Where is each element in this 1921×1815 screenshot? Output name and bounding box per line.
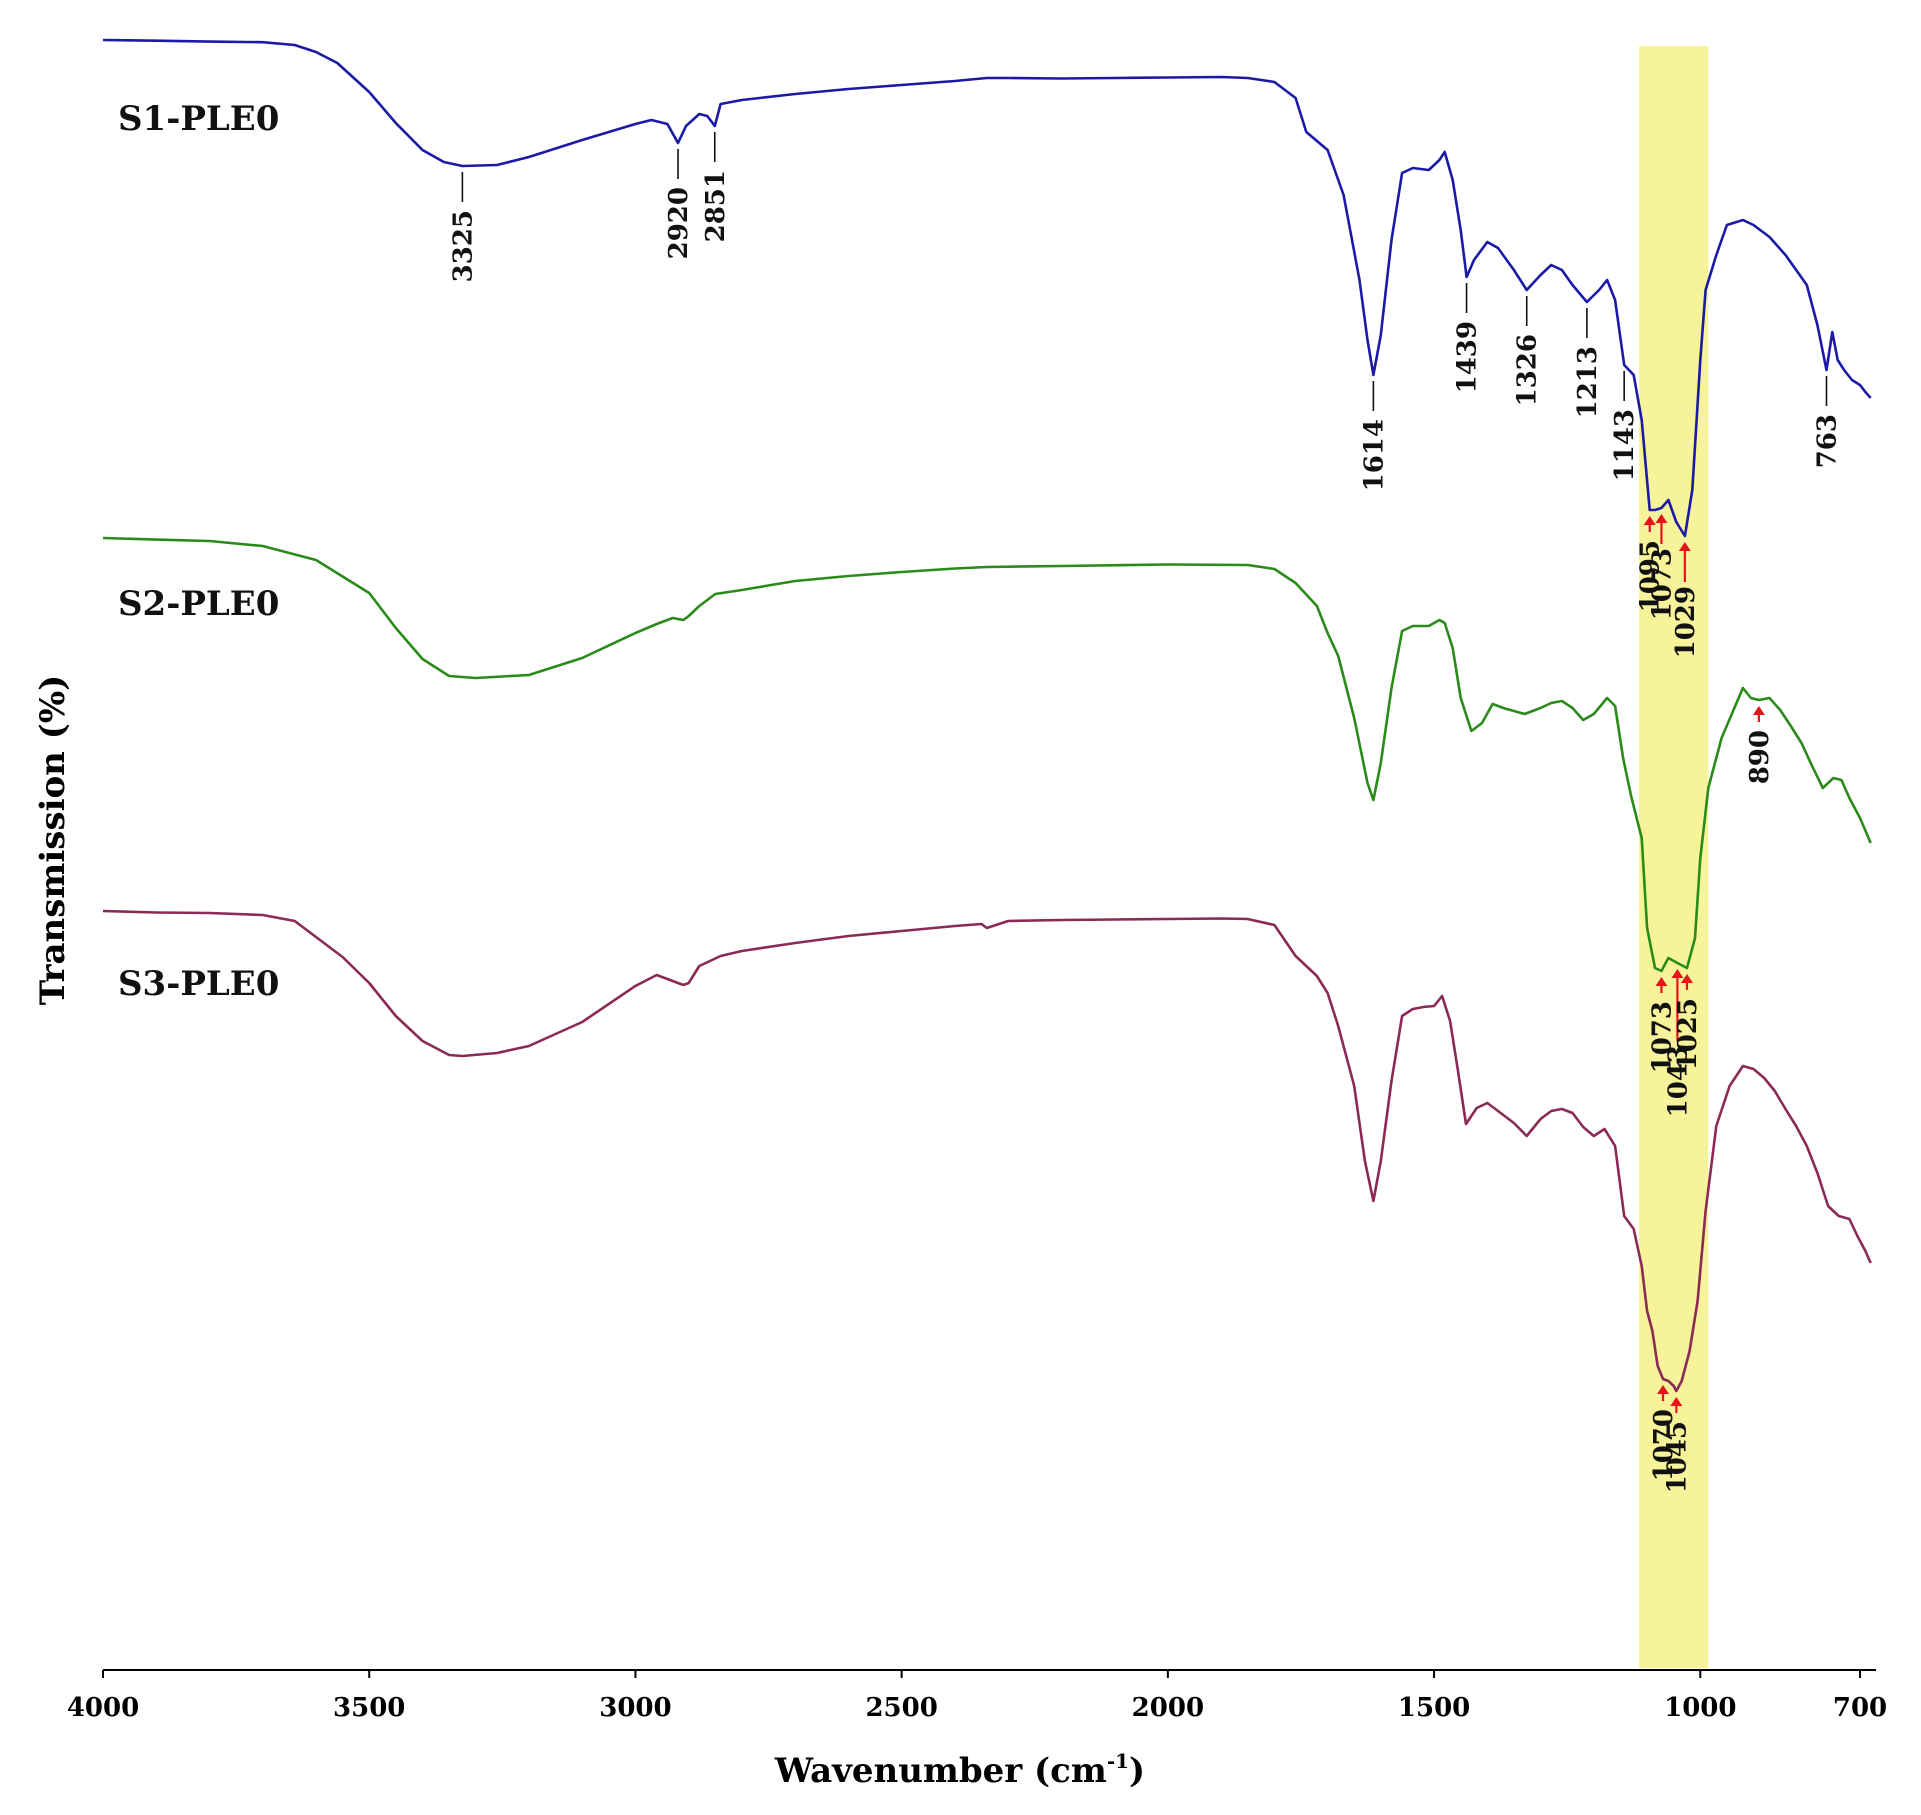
peak-label-s1-1439: 1439 — [1453, 321, 1483, 393]
peak-label-s1-1614: 1614 — [1359, 419, 1389, 491]
x-tick-label-3000: 3000 — [599, 1693, 671, 1723]
arrow-head-s2-1043 — [1671, 969, 1684, 978]
arrow-head-s2-1025 — [1680, 974, 1693, 983]
series-line-1 — [102, 38, 1872, 538]
x-tick-label-2500: 2500 — [865, 1693, 937, 1723]
arrow-head-s1-1095 — [1643, 516, 1656, 525]
series-labels: S1-PLE0 S2-PLE0 S3-PLE0 — [118, 99, 279, 1004]
x-axis: 4000 3500 3000 2500 2000 1500 1000 700 — [67, 1669, 1887, 1723]
series-layer — [102, 38, 1872, 1393]
peak-label-s2-1073: 1073 — [1647, 1001, 1677, 1073]
peak-label-s1-1326: 1326 — [1513, 334, 1543, 406]
series-label-1: S1-PLE0 — [118, 99, 279, 139]
peak-label-s1-1095: 1095 — [1636, 540, 1666, 612]
peak-label-s2-1043: 1043 — [1663, 1045, 1693, 1117]
series-label-2: S2-PLE0 — [118, 584, 279, 624]
arrow-head-s2-890 — [1752, 706, 1765, 715]
peak-label-s1-2851: 2851 — [701, 170, 731, 242]
peak-label-s1-1213: 1213 — [1573, 346, 1603, 418]
arrow-head-s2-1073 — [1655, 977, 1668, 986]
peak-label-s3-1070: 1070 — [1649, 1409, 1679, 1481]
arrow-head-s3-1045 — [1670, 1397, 1683, 1406]
peak-label-s1-1029: 1029 — [1671, 586, 1701, 658]
arrow-head-s1-1073 — [1655, 514, 1668, 523]
highlight-band-layer — [1639, 46, 1709, 1668]
peak-label-s1-3325: 3325 — [448, 210, 478, 282]
series-line-3 — [102, 909, 1872, 1393]
series-line-2 — [102, 536, 1872, 973]
x-tick-label-1500: 1500 — [1398, 1693, 1470, 1723]
peak-label-s2-890: 890 — [1745, 730, 1775, 784]
x-tick-label-2000: 2000 — [1132, 1693, 1204, 1723]
peak-label-s1-1073: 1073 — [1647, 548, 1677, 620]
peak-label-s2-1025: 1025 — [1673, 998, 1703, 1070]
peak-label-s1-763: 763 — [1813, 414, 1843, 468]
x-axis-title: Wavenumber (cm-1) — [774, 1749, 1145, 1791]
peak-label-s3-1045: 1045 — [1662, 1421, 1692, 1493]
x-tick-label-3500: 3500 — [333, 1693, 405, 1723]
arrow-head-s1-1029 — [1678, 542, 1691, 551]
series-label-3: S3-PLE0 — [118, 964, 279, 1004]
y-axis-title: Transmission (%) — [33, 675, 73, 1005]
highlight-band — [1639, 46, 1709, 1668]
x-tick-label-1000: 1000 — [1664, 1693, 1736, 1723]
x-tick-label-700: 700 — [1833, 1693, 1887, 1723]
arrow-head-s3-1070 — [1657, 1385, 1670, 1394]
peak-label-s1-2920: 2920 — [664, 187, 694, 259]
peak-label-s1-1143: 1143 — [1610, 409, 1640, 481]
x-tick-label-4000: 4000 — [67, 1693, 139, 1723]
